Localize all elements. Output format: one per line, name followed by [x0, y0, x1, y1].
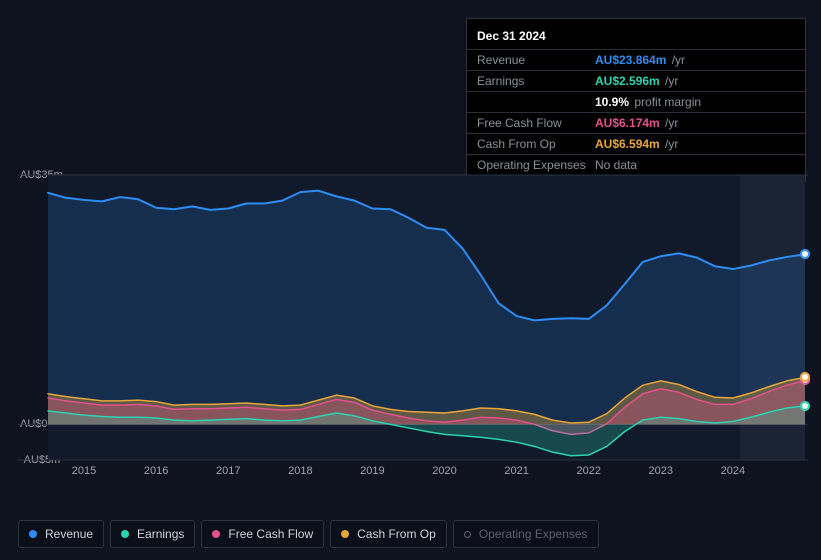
tooltip-row-label: Revenue: [477, 53, 595, 67]
x-axis-label: 2022: [576, 465, 600, 477]
legend-item-label: Earnings: [137, 527, 184, 541]
chart-canvas: [18, 160, 808, 482]
tooltip-row-value: AU$2.596m: [595, 74, 660, 88]
earnings-dot-icon: [121, 530, 129, 538]
tooltip-row-unit: /yr: [662, 116, 679, 130]
tooltip-row: EarningsAU$2.596m /yr: [467, 70, 805, 91]
series-end-marker: [800, 372, 810, 382]
tooltip-row-value: AU$6.594m: [595, 137, 660, 151]
tooltip-row-value: AU$23.864m: [595, 53, 666, 67]
tooltip-row-value: AU$6.174m: [595, 116, 660, 130]
tooltip-row: 10.9% profit margin: [467, 91, 805, 112]
x-axis-label: 2024: [721, 465, 745, 477]
financials-chart[interactable]: AU$35mAU$0-AU$5m 20152016201720182019202…: [18, 160, 808, 500]
x-axis-label: 2016: [144, 465, 168, 477]
tooltip-row-unit: /yr: [662, 74, 679, 88]
x-axis-label: 2015: [72, 465, 96, 477]
tooltip-row: RevenueAU$23.864m /yr: [467, 49, 805, 70]
legend-item-label: Operating Expenses: [479, 527, 588, 541]
tooltip-row-unit: /yr: [668, 53, 685, 67]
x-axis-label: 2023: [649, 465, 673, 477]
x-axis-label: 2019: [360, 465, 384, 477]
tooltip-date: Dec 31 2024: [467, 25, 805, 49]
legend-item-label: Revenue: [45, 527, 93, 541]
series-end-marker: [800, 401, 810, 411]
legend-item-fcf[interactable]: Free Cash Flow: [201, 520, 324, 548]
revenue-dot-icon: [29, 530, 37, 538]
x-axis-label: 2021: [504, 465, 528, 477]
tooltip-row: Free Cash FlowAU$6.174m /yr: [467, 112, 805, 133]
legend-item-cashfromop[interactable]: Cash From Op: [330, 520, 447, 548]
tooltip-row-label: Earnings: [477, 74, 595, 88]
x-axis-label: 2018: [288, 465, 312, 477]
cashfromop-dot-icon: [341, 530, 349, 538]
legend-item-opex[interactable]: Operating Expenses: [453, 520, 599, 548]
fcf-dot-icon: [212, 530, 220, 538]
chart-tooltip: Dec 31 2024 RevenueAU$23.864m /yrEarning…: [466, 18, 806, 182]
x-axis-label: 2020: [432, 465, 456, 477]
legend-item-label: Free Cash Flow: [228, 527, 313, 541]
tooltip-row: Cash From OpAU$6.594m /yr: [467, 133, 805, 154]
legend-item-revenue[interactable]: Revenue: [18, 520, 104, 548]
tooltip-row-value: 10.9%: [595, 95, 629, 109]
legend-item-label: Cash From Op: [357, 527, 436, 541]
tooltip-row-unit: profit margin: [631, 95, 701, 109]
series-end-marker: [800, 249, 810, 259]
legend-item-earnings[interactable]: Earnings: [110, 520, 195, 548]
tooltip-row-label: Free Cash Flow: [477, 116, 595, 130]
x-axis-label: 2017: [216, 465, 240, 477]
chart-legend: Revenue Earnings Free Cash Flow Cash From O…: [18, 520, 599, 548]
tooltip-row-label: [477, 95, 595, 109]
opex-dot-icon: [464, 531, 471, 538]
tooltip-row-label: Cash From Op: [477, 137, 595, 151]
tooltip-row-unit: /yr: [662, 137, 679, 151]
